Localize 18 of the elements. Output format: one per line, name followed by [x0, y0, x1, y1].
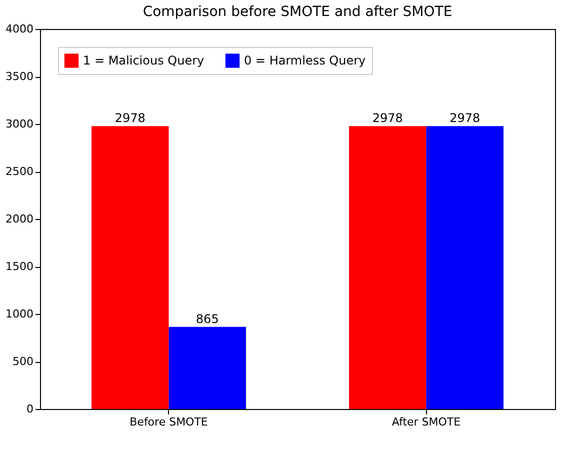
- data-label: 2978: [450, 111, 480, 126]
- y-tick-label: 2000: [6, 212, 34, 226]
- y-tick-label: 500: [12, 355, 34, 368]
- legend-label: 0 = Harmless Query: [244, 54, 366, 68]
- y-tick-label: 1500: [6, 260, 34, 273]
- data-label: 2978: [372, 111, 403, 126]
- data-label: 2978: [114, 111, 146, 126]
- y-tick-label: 3500: [6, 70, 34, 83]
- chart-title: Comparison before SMOTE and after SMOTE: [142, 4, 452, 20]
- x-tick-label: After SMOTE: [392, 416, 461, 428]
- x-tick-label: Before SMOTE: [130, 416, 208, 428]
- y-tick-label: 2500: [6, 165, 34, 178]
- y-tick-label: 3000: [6, 118, 34, 130]
- data-label: 865: [196, 312, 219, 326]
- y-tick-label: 0: [26, 402, 34, 416]
- y-tick-label: 4000: [6, 22, 34, 36]
- y-tick-label: 1000: [6, 308, 34, 320]
- legend-label: 1 = Malicious Query: [83, 54, 204, 68]
